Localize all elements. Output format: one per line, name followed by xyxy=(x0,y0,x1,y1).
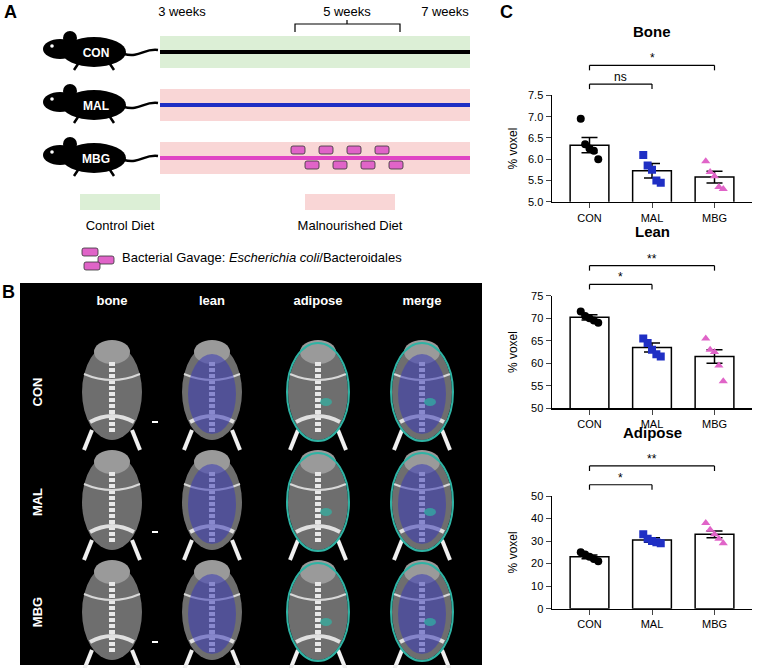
svg-text:MBG: MBG xyxy=(82,152,110,166)
svg-text:3 weeks: 3 weeks xyxy=(158,4,206,19)
svg-text:6.0: 6.0 xyxy=(528,153,543,165)
svg-text:B: B xyxy=(2,282,15,302)
svg-text:MBG: MBG xyxy=(702,618,727,630)
svg-text:MAL: MAL xyxy=(83,99,109,113)
svg-text:40: 40 xyxy=(531,512,543,524)
svg-text:50: 50 xyxy=(531,490,543,502)
svg-text:adipose: adipose xyxy=(293,293,342,308)
html-text:C: C xyxy=(500,2,513,22)
svg-text:6.5: 6.5 xyxy=(528,132,543,144)
svg-text:% voxel: % voxel xyxy=(507,531,521,573)
svg-text:*: * xyxy=(618,471,623,485)
svg-text:**: ** xyxy=(647,452,657,466)
svg-text:Bacterial Gavage: Escherichia: Bacterial Gavage: Escherichia coli/Bacte… xyxy=(122,250,402,265)
svg-text:*: * xyxy=(618,270,623,284)
svg-text:60: 60 xyxy=(531,357,543,369)
svg-text:Lean: Lean xyxy=(635,223,670,240)
svg-text:20: 20 xyxy=(531,557,543,569)
svg-text:MAL: MAL xyxy=(641,618,664,630)
svg-text:5.5: 5.5 xyxy=(528,174,543,186)
svg-text:ns: ns xyxy=(614,70,627,84)
svg-text:Adipose: Adipose xyxy=(623,424,682,441)
svg-text:lean: lean xyxy=(199,293,225,308)
svg-text:CON: CON xyxy=(577,418,602,430)
svg-text:MAL: MAL xyxy=(30,488,45,516)
svg-text:Control Diet: Control Diet xyxy=(86,218,155,233)
svg-text:7.0: 7.0 xyxy=(528,111,543,123)
svg-text:CON: CON xyxy=(83,46,110,60)
svg-text:MAL: MAL xyxy=(641,212,664,224)
svg-text:5.0: 5.0 xyxy=(528,196,543,208)
svg-text:55: 55 xyxy=(531,380,543,392)
svg-text:% voxel: % voxel xyxy=(507,331,521,373)
svg-text:70: 70 xyxy=(531,312,543,324)
svg-text:MBG: MBG xyxy=(702,418,727,430)
svg-text:CON: CON xyxy=(30,378,45,407)
svg-text:30: 30 xyxy=(531,535,543,547)
svg-text:Malnourished Diet: Malnourished Diet xyxy=(298,218,403,233)
svg-text:A: A xyxy=(4,2,17,22)
svg-text:bone: bone xyxy=(96,293,127,308)
svg-text:7.5: 7.5 xyxy=(528,89,543,101)
svg-text:7 weeks: 7 weeks xyxy=(421,4,469,19)
svg-text:*: * xyxy=(650,51,655,65)
svg-text:CON: CON xyxy=(577,618,602,630)
svg-text:65: 65 xyxy=(531,335,543,347)
svg-text:10: 10 xyxy=(531,580,543,592)
svg-text:merge: merge xyxy=(402,293,441,308)
svg-text:MBG: MBG xyxy=(702,212,727,224)
svg-text:Bone: Bone xyxy=(633,23,671,40)
svg-text:MAL: MAL xyxy=(641,418,664,430)
svg-text:50: 50 xyxy=(531,402,543,414)
svg-text:75: 75 xyxy=(531,290,543,302)
svg-text:MBG: MBG xyxy=(30,597,45,627)
svg-text:**: ** xyxy=(647,252,657,266)
svg-text:% voxel: % voxel xyxy=(507,128,521,170)
svg-text:0: 0 xyxy=(537,603,543,615)
svg-text:CON: CON xyxy=(577,212,602,224)
svg-text:5 weeks: 5 weeks xyxy=(323,4,371,19)
